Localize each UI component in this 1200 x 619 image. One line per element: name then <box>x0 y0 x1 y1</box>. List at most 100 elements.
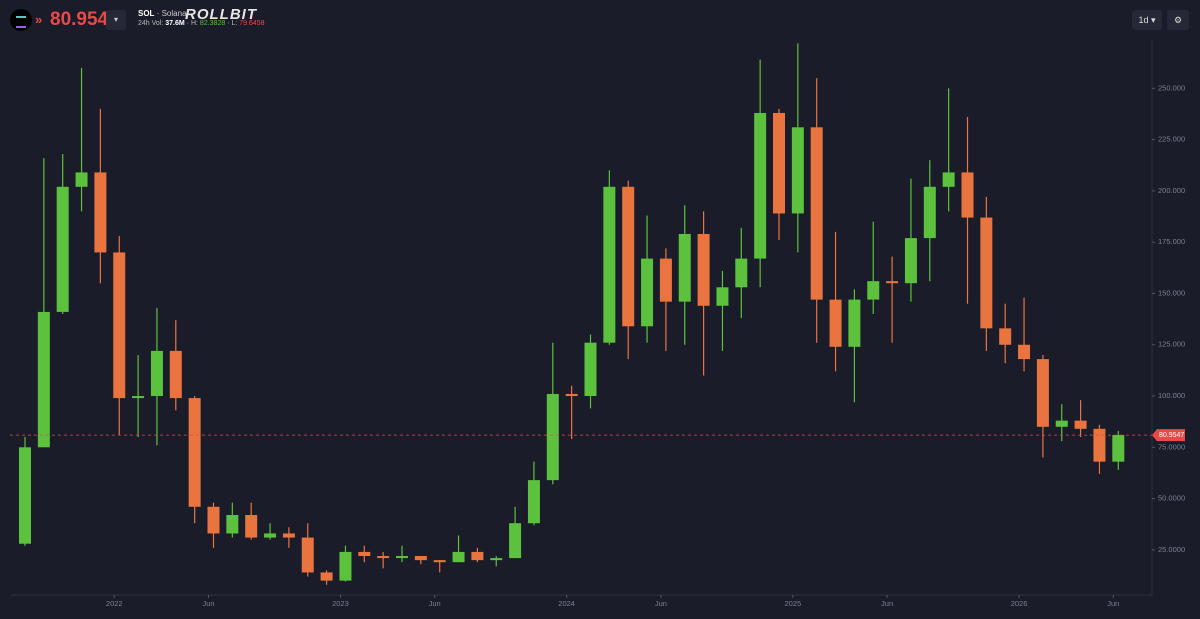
x-tick-label: 2024 <box>558 599 575 608</box>
price-tag-label: 80.9547 <box>1159 432 1184 439</box>
candle-body <box>735 258 748 288</box>
candle-body <box>169 350 182 399</box>
candle-body <box>37 311 50 448</box>
candle-body <box>339 551 352 581</box>
candle-body <box>773 112 785 214</box>
coin-icon <box>10 9 32 31</box>
candle-body <box>1055 420 1068 427</box>
interval-button[interactable]: 1d ▾ <box>1132 10 1162 30</box>
candle-body <box>716 287 729 306</box>
y-tick-label: 150.000 <box>1158 288 1185 297</box>
x-tick-label: 2025 <box>785 599 802 608</box>
candle-body <box>999 328 1012 345</box>
vol: 37.6M <box>165 20 185 27</box>
y-tick-label: 50.0000 <box>1158 494 1185 503</box>
stats: 24h Vol: 37.6M · H: 82.3828 · L: 79.6458 <box>138 20 265 27</box>
header: » 80.9547 ▾ SOL · Solana 24h Vol: 37.6M … <box>0 0 1200 40</box>
candle-body <box>810 127 823 300</box>
candle-body <box>584 342 597 397</box>
candle-body <box>546 393 559 481</box>
candle-body <box>301 537 314 573</box>
x-tick-label: 2022 <box>106 599 123 608</box>
low-label: L: <box>231 20 238 27</box>
candle-body <box>264 533 277 538</box>
candle-body <box>565 393 578 397</box>
brand: ROLLBIT <box>185 6 257 23</box>
symbol: SOL · Solana <box>138 9 187 18</box>
candle-body <box>433 560 446 563</box>
candle-body <box>641 258 654 327</box>
candle-body <box>113 252 126 399</box>
candle-body <box>697 233 710 306</box>
candle-body <box>886 281 899 284</box>
candle-body <box>56 186 69 312</box>
y-tick-label: 250.000 <box>1158 83 1185 92</box>
x-tick-label: Jun <box>1107 599 1119 608</box>
candle-body <box>829 299 842 347</box>
candle-body <box>1074 420 1087 429</box>
price: 80.9547 <box>50 9 119 30</box>
candle-body <box>1093 428 1106 462</box>
candle-body <box>396 556 408 559</box>
candle-body <box>132 396 145 399</box>
candle-body <box>509 523 522 559</box>
coin-name: Solana <box>161 9 187 18</box>
candle-body <box>471 551 484 561</box>
candle-body <box>452 551 465 563</box>
x-tick-label: Jun <box>429 599 441 608</box>
candle-body <box>207 506 220 534</box>
x-tick-label: Jun <box>655 599 667 608</box>
y-tick-label: 175.000 <box>1158 237 1185 246</box>
candle-body <box>904 238 917 284</box>
candle-body <box>358 551 371 557</box>
candle-body <box>19 447 31 544</box>
candle-body <box>226 515 239 534</box>
interval: 1d <box>1138 15 1149 25</box>
candle-body <box>942 172 955 187</box>
x-tick-label: 2023 <box>332 599 349 608</box>
candle-body <box>848 299 861 347</box>
high-label: H: <box>190 20 198 27</box>
candle-body <box>754 112 767 259</box>
candle-body <box>188 398 201 507</box>
candle-body <box>622 186 635 327</box>
x-tick-label: 2026 <box>1011 599 1028 608</box>
candle-body <box>94 172 107 253</box>
settings-button[interactable]: ⚙ <box>1167 10 1189 30</box>
candle-body <box>791 127 804 214</box>
candle-body <box>320 572 333 581</box>
y-tick-label: 125.000 <box>1158 340 1185 349</box>
candle-body <box>923 186 936 239</box>
candle-body <box>150 350 163 397</box>
y-tick-label: 75.0000 <box>1158 442 1185 451</box>
candle-body <box>980 217 993 329</box>
candle-body <box>282 533 295 538</box>
candle-body <box>414 556 427 561</box>
symbol-dropdown[interactable]: ▾ <box>106 10 126 30</box>
y-tick-label: 200.000 <box>1158 186 1185 195</box>
ticker: SOL <box>138 9 155 18</box>
candle-body <box>245 515 258 538</box>
x-tick-label: Jun <box>881 599 893 608</box>
vol-label: 24h Vol: <box>138 20 164 27</box>
candle-body <box>1036 359 1049 427</box>
high: 82.3828 <box>199 20 226 27</box>
candle-body <box>1018 344 1031 360</box>
candle-body <box>678 233 691 302</box>
candle-body <box>75 172 88 187</box>
candle-body <box>603 186 616 343</box>
price-tag <box>1152 429 1185 442</box>
candle-body <box>659 258 672 302</box>
candle-body <box>867 281 880 300</box>
y-tick-label: 225.000 <box>1158 135 1185 144</box>
y-tick-label: 25.0000 <box>1158 545 1185 554</box>
candle-body <box>961 172 974 218</box>
candle-body <box>490 558 503 561</box>
candle-body <box>1112 435 1125 462</box>
y-tick-label: 100.000 <box>1158 391 1185 400</box>
down-indicator: » <box>35 12 43 27</box>
low: 79.6458 <box>239 20 265 27</box>
candle-body <box>527 480 540 524</box>
